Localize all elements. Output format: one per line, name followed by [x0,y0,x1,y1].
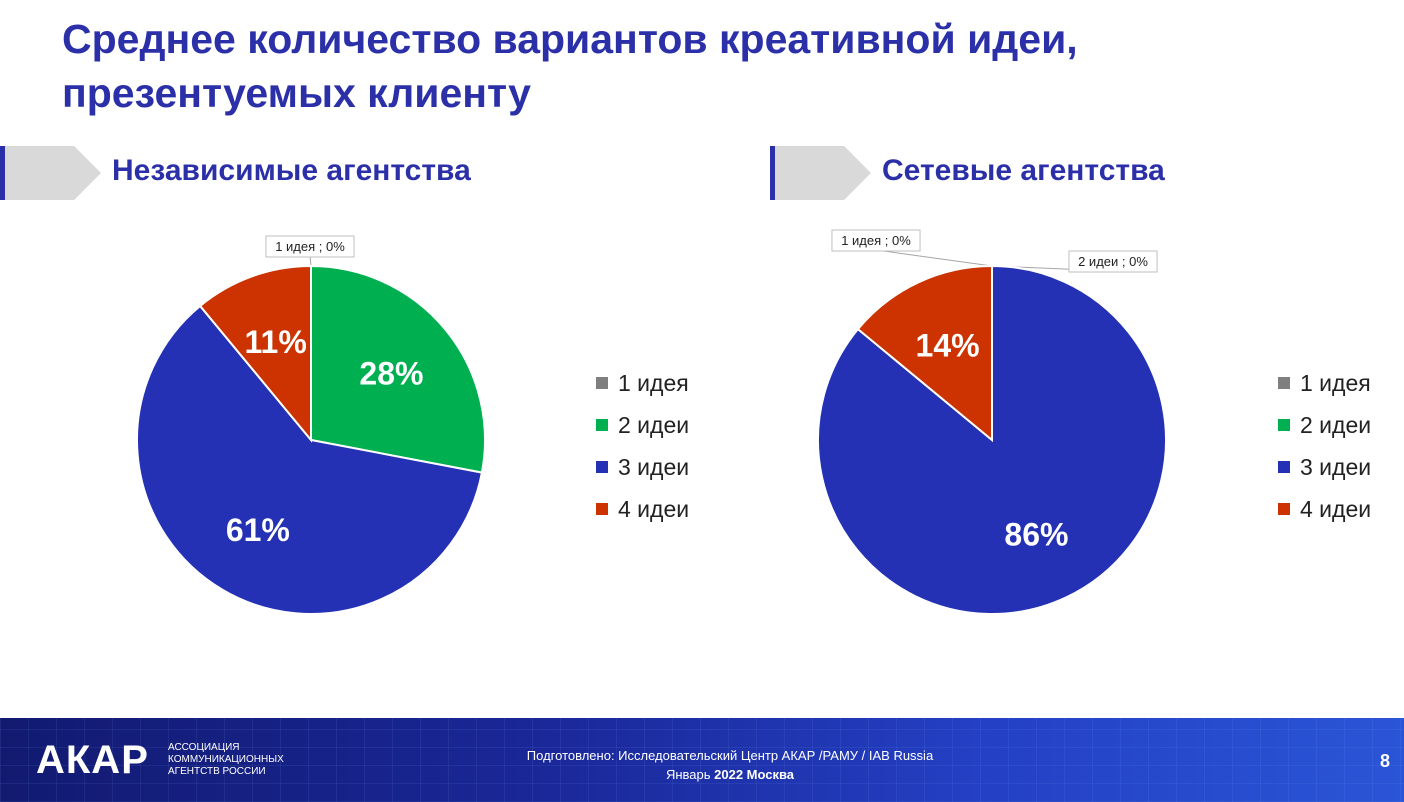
pie-data-label-1-1: 2 идеи ; 0% [1078,254,1148,269]
legend-swatch [1278,461,1290,473]
chart-title-network: Сетевые агентства [882,154,1165,187]
legend-swatch [1278,377,1290,389]
legend-label: 4 идеи [1300,495,1372,522]
slide-title: Среднее количество вариантов креативной … [62,16,1078,116]
legend-label: 2 идеи [618,411,690,438]
legend-label: 1 идея [1300,369,1371,396]
pie-data-label-0-2: 61% [226,512,290,548]
pie-charts: 1 идея ; 0% 28% 61% 11% 1 идея ; 0% 2 идеи ; … [136,229,1167,615]
pie-slice-0-1 [310,264,486,474]
section-arrow-icon [775,146,871,200]
pie-slice-0-2 [136,304,484,615]
legend-swatch [596,377,608,389]
legend-item: 3 идеи [596,446,689,488]
pie-data-label-1-2: 86% [1004,516,1068,552]
callout-box-0-0 [265,235,355,258]
legend-independent: 1 идея 2 идеи 3 идеи 4 идеи [596,362,689,530]
credits-month: Январь [665,767,715,782]
pie-data-label-0-0: 1 идея ; 0% [275,239,345,254]
legend-item: 1 идея [1278,362,1371,404]
legend-item: 2 идеи [596,404,689,446]
legend-swatch [1278,503,1290,515]
legend-item: 4 идеи [1278,488,1371,530]
legend-label: 1 идея [618,369,689,396]
page-number: 8 [1380,751,1391,771]
callout-box-1-0 [831,229,921,252]
legend-swatch [596,419,608,431]
credits-year-city: 2022 Москва [714,767,795,782]
credits-line: Подготовлено: Исследовательский Центр АК… [526,748,934,763]
callout-leader-1-0 [875,249,993,267]
pie-data-label-1-0: 1 идея ; 0% [841,233,911,248]
footer-credits: Подготовлено: Исследовательский Центр АК… [460,746,1000,784]
legend-item: 4 идеи [596,488,689,530]
legend-swatch [596,503,608,515]
credits-date: Январь 2022 Москва [460,765,1000,784]
legend-network: 1 идея 2 идеи 3 идеи 4 идеи [1278,362,1371,530]
legend-label: 4 идеи [618,495,690,522]
section-header-bar [0,146,5,200]
legend-swatch [596,461,608,473]
callout-box-1-1 [1068,250,1158,273]
legend-item: 2 идеи [1278,404,1371,446]
pie-data-label-0-1: 28% [359,355,423,391]
legend-swatch [1278,419,1290,431]
pie-data-label-1-3: 14% [916,328,980,364]
legend-label: 3 идеи [618,453,690,480]
callout-leader-0-0 [309,255,312,267]
akar-logo-subtitle: АССОЦИАЦИЯ КОММУНИКАЦИОННЫХ АГЕНТСТВ РОС… [168,742,284,777]
section-arrow-icon [5,146,101,200]
footer: АКАР АССОЦИАЦИЯ КОММУНИКАЦИОННЫХ АГЕНТСТ… [0,718,1404,802]
footer-background-pattern [0,718,1404,802]
legend-item: 1 идея [596,362,689,404]
chart-title-independent: Независимые агентства [112,154,471,187]
pie-data-label-0-3: 11% [244,324,306,360]
section-header-bar [770,146,775,200]
legend-label: 2 идеи [1300,411,1372,438]
akar-logo: АКАР [36,738,149,782]
legend-item: 3 идеи [1278,446,1371,488]
pie-slice-1-3 [856,264,993,443]
legend-label: 3 идеи [1300,453,1372,480]
pie-slice-0-3 [198,264,312,443]
